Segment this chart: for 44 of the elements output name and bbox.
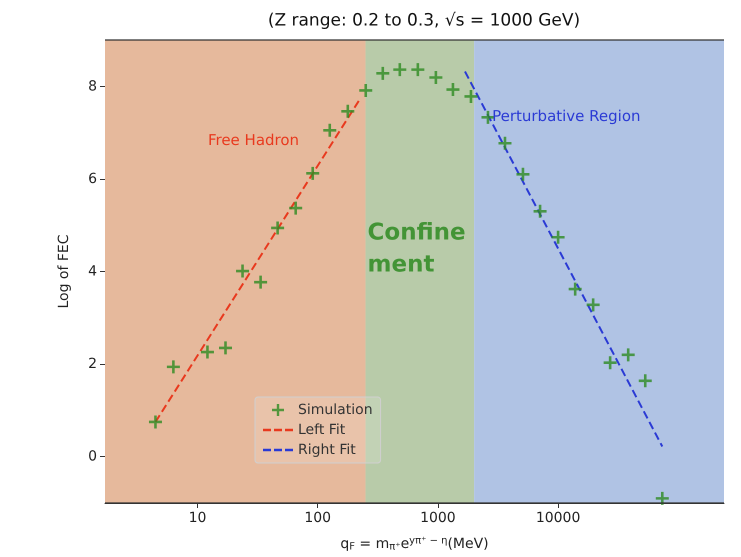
x-tick-label: 10000	[536, 510, 580, 526]
y-axis-title: Log of FEC	[56, 234, 72, 309]
band-label: Free Hadron	[208, 131, 300, 149]
y-tick-label: 8	[88, 78, 97, 94]
y-tick-label: 0	[88, 448, 97, 465]
point	[254, 276, 268, 289]
y-tick-label: 4	[88, 264, 98, 280]
point	[323, 124, 336, 137]
point	[622, 348, 635, 362]
point	[341, 104, 354, 118]
point	[289, 202, 302, 215]
chart-title: (Z range: 0.2 to 0.3, √s = 1000 GeV)	[268, 10, 580, 30]
legend-label: Simulation	[298, 402, 373, 418]
point	[376, 66, 390, 80]
point	[359, 84, 372, 97]
point	[219, 341, 232, 354]
point	[656, 492, 669, 505]
x-tick-label: 100	[304, 510, 332, 526]
x-tick-label: 1000	[420, 510, 456, 526]
y-tick-label: 6	[88, 170, 98, 187]
point	[516, 168, 530, 181]
point	[200, 346, 214, 359]
point	[236, 264, 250, 278]
point	[638, 374, 652, 388]
point	[498, 136, 512, 150]
point	[586, 298, 600, 312]
y-tick-label: 2	[88, 356, 97, 372]
point	[464, 90, 478, 103]
point	[306, 166, 320, 180]
point	[552, 230, 565, 244]
point	[393, 63, 406, 76]
point	[271, 221, 284, 234]
legend-label: Right Fit	[298, 442, 356, 458]
point	[411, 63, 424, 76]
point	[481, 110, 494, 124]
point	[604, 356, 617, 370]
point	[446, 83, 460, 96]
point	[568, 282, 582, 296]
band-label: Perturbative Region	[492, 107, 641, 125]
x-tick-label: 10	[188, 510, 206, 526]
point	[534, 204, 547, 218]
band-label: Confine ment	[368, 219, 466, 278]
legend-label: Left Fit	[298, 422, 346, 438]
point	[429, 71, 442, 84]
